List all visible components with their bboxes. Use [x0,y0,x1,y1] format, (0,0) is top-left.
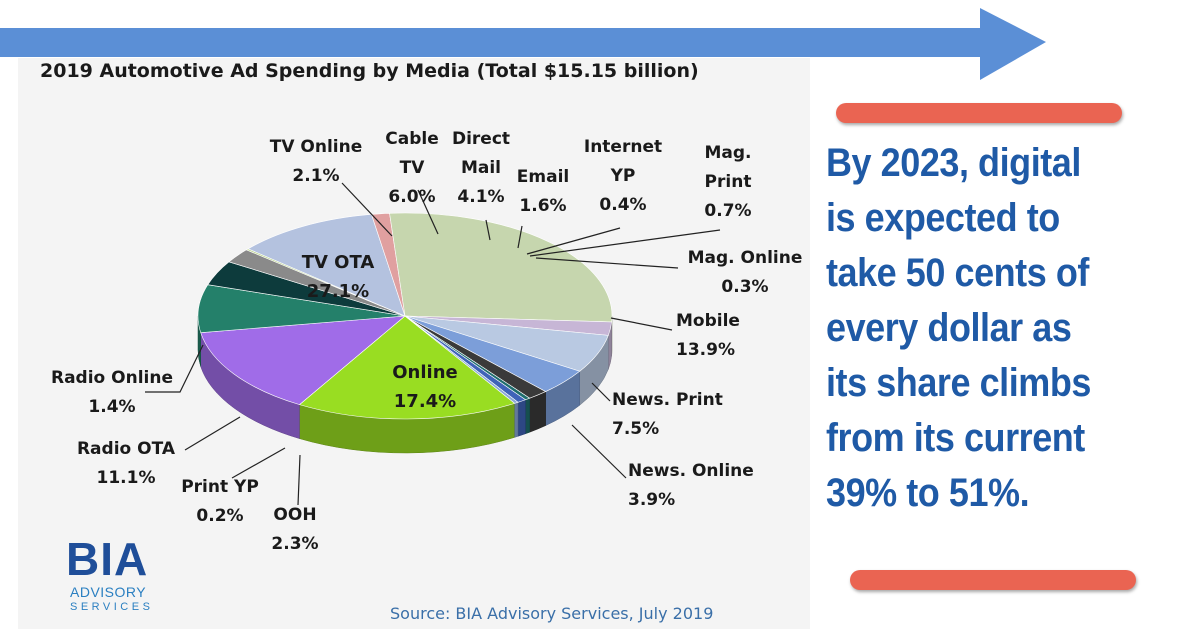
callout-line: By 2023, digital [826,141,1081,185]
pie-side-mag-online [514,401,519,438]
callout-bottom-pill [850,570,1136,590]
slice-label-direct-mail: Direct Mail 4.1% [452,129,510,207]
slice-label-mobile: Mobile 13.9% [676,311,740,360]
leader-line-tv-online [341,182,393,237]
slice-label-email: Email 1.6% [517,167,569,216]
slice-label-ooh: OOH 2.3% [271,505,318,554]
leader-line-radio-online [145,344,204,393]
pie-side-email [529,391,546,433]
leader-line-mobile [610,317,673,331]
leader-line-mag-print [529,229,721,257]
pie-side-internet-yp [525,397,530,435]
progress-arrow [0,8,1046,80]
slice-label-print-yp: Print YP 0.2% [181,477,259,526]
bia-logo: BIA [66,533,149,585]
slice-label-news-online: News. Online 3.9% [628,461,754,510]
callout-text: By 2023, digital is expected to take 50 … [826,136,1150,521]
leader-line-direct-mail [485,219,491,241]
callout-line: from its current [826,416,1085,460]
pie-slice-mag-online [404,315,519,404]
leader-lines [145,182,721,506]
callout-top-pill [836,103,1122,123]
callout-line: 39% to 51%. [826,471,1030,515]
slice-label-mag-print: Mag. Print 0.7% [704,143,751,221]
pie-slice-news-print [197,284,406,333]
pie-slice-tv-ota [389,212,613,323]
slice-label-news-print: News. Print 7.5% [612,390,723,439]
slice-label-mag-online: Mag. Online 0.3% [688,248,803,297]
callout-line: its share climbs [826,361,1091,405]
callout-line: is expected to [826,196,1060,240]
pie-side-mag-print [517,399,526,437]
slice-label-tv-online: TV Online 2.1% [270,137,363,186]
callout-line: every dollar as [826,306,1072,350]
leader-line-radio-ota [184,416,241,451]
callout-line: take 50 cents of [826,251,1089,295]
pie-slice-radio-ota [247,214,406,317]
leader-line-news-online [571,424,627,479]
leader-line-ooh [297,454,301,506]
leader-line-internet-yp [526,227,621,255]
slice-label-online: Online 17.4% [392,362,457,412]
chart-title: 2019 Automotive Ad Spending by Media (To… [40,60,699,82]
leader-line-news-print [591,382,611,402]
leader-line-cable-tv [417,189,439,235]
slice-label-cable-tv: Cable TV 6.0% [385,129,438,207]
slice-label-radio-online: Radio Online 1.4% [51,368,173,417]
leader-line-mag-online [535,257,679,269]
source-note: Source: BIA Advisory Services, July 2019 [390,604,714,623]
pie-slice-online [298,315,516,420]
pie-slice-mobile [200,315,406,405]
leader-line-email [517,225,523,249]
pie-top [197,212,613,420]
pie-labels: Online 17.4% Mobile 13.9% News. Print 7.5% New… [51,129,802,554]
leader-line-print-yp [231,447,286,479]
bia-logo-line2: SERVICES [70,601,154,613]
slice-label-internet-yp: Internet YP 0.4% [584,137,662,215]
pie-sides [197,315,613,454]
slice-label-radio-ota: Radio OTA 11.1% [77,439,176,488]
bia-logo-line1: ADVISORY [70,584,147,600]
slice-label-tv-ota: TV OTA 27.1% [302,252,375,302]
